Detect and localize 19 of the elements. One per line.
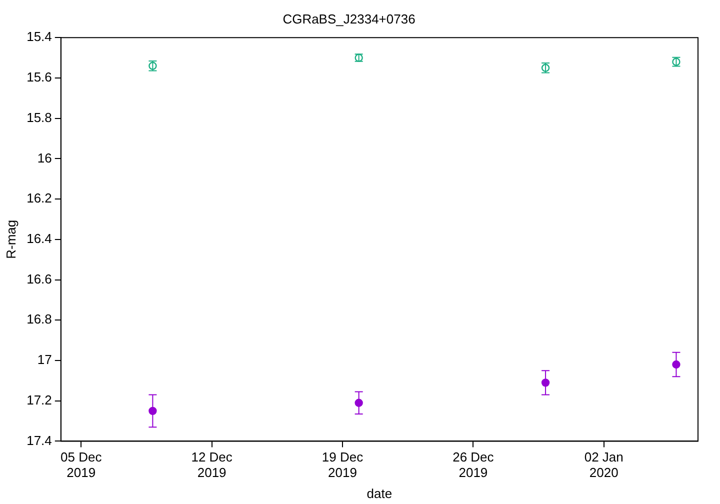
y-tick-label: 15.8 <box>26 110 52 125</box>
chart-title: CGRaBS_J2334+0736 <box>282 11 416 26</box>
x-tick-label: 19 Dec 2019 <box>322 450 364 480</box>
y-tick-label: 16.2 <box>26 190 52 206</box>
y-tick-label: 16.8 <box>26 312 52 327</box>
y-tick-label: 15.6 <box>26 70 52 85</box>
y-tick-label: 17 <box>37 352 52 368</box>
y-tick-label: 16.6 <box>26 271 52 286</box>
x-tick-label: 05 Dec 2019 <box>60 450 102 480</box>
x-tick-label: 02 Jan 2020 <box>584 450 624 480</box>
y-tick-label: 15.4 <box>26 29 52 44</box>
x-tick-label: 12 Dec 2019 <box>191 450 233 480</box>
y-tick-label: 16.4 <box>26 230 52 246</box>
y-axis-title: R-mag <box>3 220 18 259</box>
x-tick-label: 26 Dec 2019 <box>452 450 494 480</box>
y-tick-label: 16 <box>37 150 52 166</box>
x-axis-title: date <box>366 486 392 501</box>
y-tick-label: 17.4 <box>26 432 52 448</box>
y-tick-label: 17.2 <box>26 392 52 408</box>
